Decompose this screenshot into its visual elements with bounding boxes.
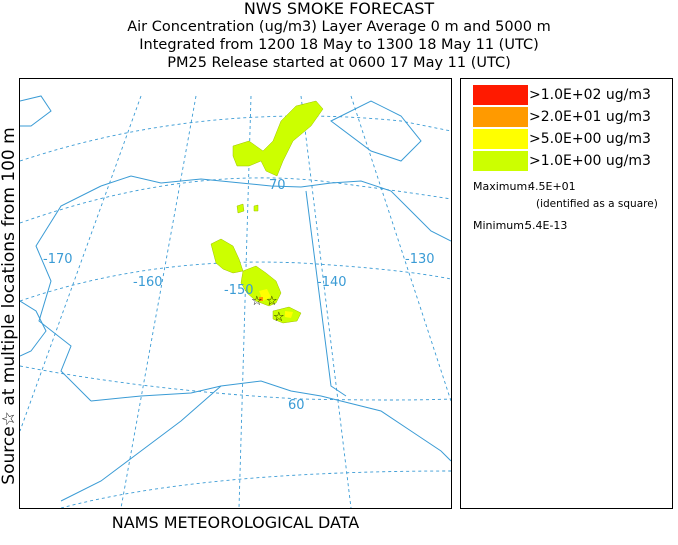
met-data-footer: NAMS METEOROLOGICAL DATA — [111, 513, 360, 532]
source-markers: ☆ ☆ ☆ — [251, 294, 285, 325]
maximum-note: (identified as a square) — [536, 198, 658, 210]
arctic-islands — [330, 100, 422, 162]
concentration-subtitle: Air Concentration (ug/m3) Layer Average … — [127, 19, 551, 35]
plume-north-large — [232, 100, 324, 177]
legend-label: >1.0E+00 ug/m3 — [529, 153, 651, 169]
russia-coast-lower — [20, 300, 47, 357]
smoke-map: ☆ ☆ ☆ -170 -160 -150 -140 -130 70 60 — [19, 78, 452, 509]
meridian-160 — [120, 95, 197, 508]
maximum-value: 4.5E+01 — [528, 180, 576, 193]
legend-item: >1.0E+00 ug/m3 — [473, 151, 673, 171]
plume-small-2 — [253, 204, 259, 212]
legend-swatch — [473, 107, 528, 127]
plume-southeast-core — [285, 311, 293, 318]
legend-item: >2.0E+01 ug/m3 — [473, 107, 673, 127]
meridian-140 — [300, 95, 352, 508]
alaska-canada-border — [305, 190, 347, 397]
minimum-value: 5.4E-13 — [525, 219, 568, 232]
source-side-label: Source☆ at multiple locations from 100 m — [0, 127, 19, 485]
lat-circle-75 — [20, 115, 451, 162]
meridian-170 — [20, 95, 142, 432]
lat-circle-60 — [20, 365, 451, 401]
russia-coast — [20, 95, 52, 127]
plume-mid — [210, 238, 244, 274]
canada-arctic-coast — [300, 180, 451, 242]
source-marker: ☆ — [273, 310, 285, 325]
smoke-plumes — [210, 100, 324, 324]
source-marker: ☆ — [251, 294, 263, 309]
lat-circle-55 — [60, 470, 451, 508]
grid-labels: -170 -160 -150 -140 -130 70 60 — [43, 178, 435, 413]
plume-small-1 — [236, 203, 245, 214]
maximum-square-marker — [259, 297, 263, 301]
lon-label-130: -130 — [405, 252, 435, 267]
integration-period: Integrated from 1200 18 May to 1300 18 M… — [139, 37, 539, 53]
legend-label: >5.0E+00 ug/m3 — [529, 131, 651, 147]
lon-label-170: -170 — [43, 252, 73, 267]
lat-label-60: 60 — [288, 398, 305, 413]
plume-south — [240, 265, 282, 307]
legend-swatch — [473, 129, 528, 149]
lon-label-160: -160 — [133, 275, 163, 290]
meridian-130 — [350, 95, 451, 402]
legend-label: >1.0E+02 ug/m3 — [529, 87, 651, 103]
legend-swatch — [473, 85, 528, 105]
lat-label-70: 70 — [269, 178, 286, 193]
lon-label-140: -140 — [317, 275, 347, 290]
north-coast — [100, 175, 302, 188]
coastline — [20, 95, 451, 502]
legend-panel: >1.0E+02 ug/m3 >2.0E+01 ug/m3 >5.0E+00 u… — [460, 78, 673, 509]
alaska-peninsula — [60, 385, 222, 502]
source-marker: ☆ — [266, 294, 278, 309]
legend-item: >1.0E+02 ug/m3 — [473, 85, 673, 105]
lat-circle-70 — [20, 177, 451, 224]
lon-label-150: -150 — [224, 283, 254, 298]
south-coast — [90, 380, 451, 462]
legend-label: >2.0E+01 ug/m3 — [529, 109, 651, 125]
legend-item: >5.0E+00 ug/m3 — [473, 129, 673, 149]
maximum-label: Maximum: — [473, 180, 531, 193]
minimum-label: Minimum: — [473, 219, 528, 232]
release-start: PM25 Release started at 0600 17 May 11 (… — [167, 55, 511, 71]
forecast-title: NWS SMOKE FORECAST — [243, 0, 435, 18]
west-coast — [35, 185, 102, 402]
legend-swatch — [473, 151, 528, 171]
latitude-gridlines — [20, 115, 451, 508]
